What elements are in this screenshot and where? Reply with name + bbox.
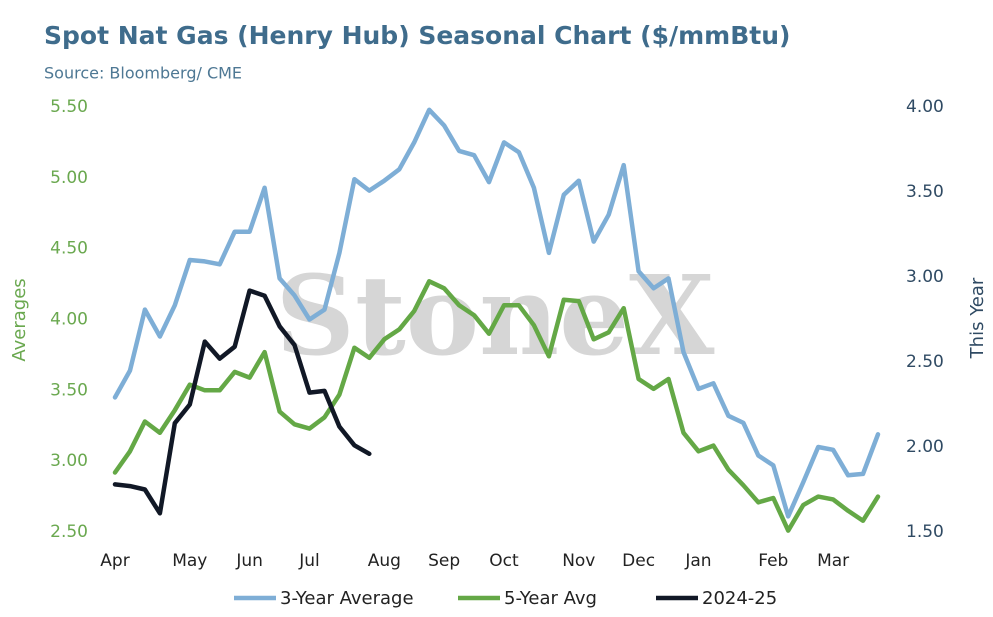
x-tick-label: Jan: [684, 551, 711, 571]
y-tick-label: 5.50: [50, 97, 88, 117]
y2-tick-label: 2.50: [906, 352, 944, 372]
x-tick-label: Jun: [235, 551, 263, 571]
x-tick-label: Feb: [758, 551, 788, 571]
series-line: [112, 279, 881, 533]
y-tick-label: 4.50: [50, 239, 88, 259]
x-tick-label: Jul: [298, 551, 320, 571]
watermark: StoneX: [276, 251, 716, 380]
x-tick-label: Nov: [562, 551, 595, 571]
y-axis-title: Averages: [9, 278, 30, 361]
x-tick-label: Aug: [368, 551, 401, 571]
y-tick-label: 3.50: [50, 380, 88, 400]
x-tick-label: Oct: [489, 551, 519, 571]
x-tick-label: Apr: [100, 551, 129, 571]
x-tick-label: Dec: [622, 551, 655, 571]
y2-tick-label: 3.00: [906, 267, 944, 287]
y2-tick-label: 2.00: [906, 437, 944, 457]
chart-title: Spot Nat Gas (Henry Hub) Seasonal Chart …: [44, 21, 790, 50]
y2-axis-title: This Year: [967, 277, 988, 359]
chart-subtitle: Source: Bloomberg/ CME: [44, 64, 242, 83]
legend-label: 2024-25: [702, 588, 777, 609]
y2-tick-label: 4.00: [906, 97, 944, 117]
y2-tick-label: 3.50: [906, 182, 944, 202]
x-tick-label: Mar: [817, 551, 849, 571]
series-line: [112, 107, 881, 519]
legend-label: 5-Year Avg: [504, 588, 597, 609]
x-tick-label: May: [172, 551, 207, 571]
y-tick-label: 2.50: [50, 522, 88, 542]
y-tick-label: 3.00: [50, 451, 88, 471]
y-tick-label: 5.00: [50, 168, 88, 188]
x-tick-label: Sep: [428, 551, 460, 571]
y-tick-label: 4.00: [50, 310, 88, 330]
series-line: [112, 288, 372, 516]
legend-label: 3-Year Average: [280, 588, 414, 609]
y2-tick-label: 1.50: [906, 522, 944, 542]
